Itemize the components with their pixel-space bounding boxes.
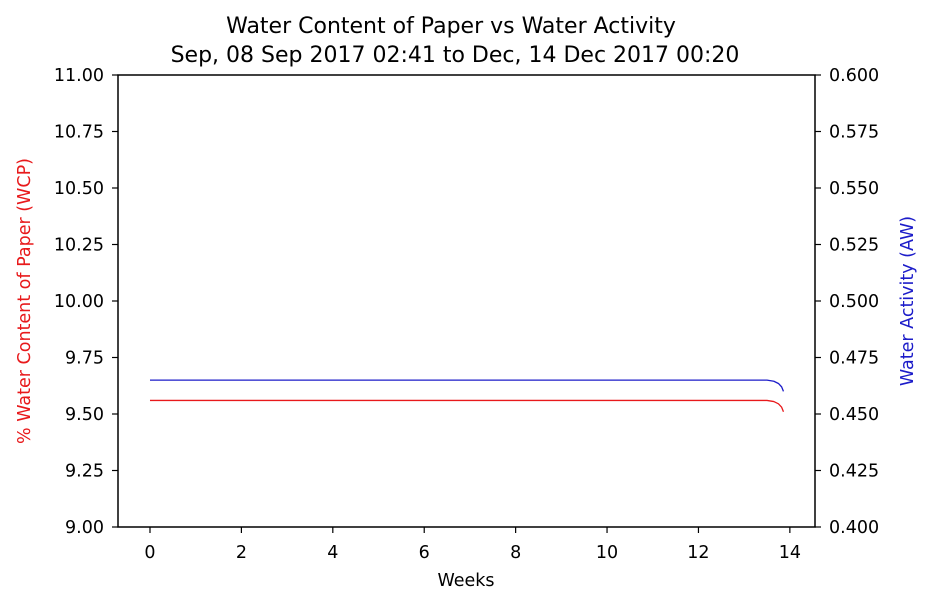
right-y-tick-label: 0.575 [829,123,879,143]
left-axis-ticks: 9.00 9.25 9.50 9.75 10.00 10.25 10.50 10.75 11.0… [54,66,118,538]
right-y-tick-label: 0.400 [829,518,879,538]
chart-title: Water Content of Paper vs Water Activity [226,14,676,39]
x-tick-label: 8 [510,543,521,563]
right-y-tick-label: 0.550 [829,179,879,199]
chart-subtitle: Sep, 08 Sep 2017 02:41 to Dec, 14 Dec 20… [171,43,740,68]
x-tick-label: 2 [236,543,247,563]
left-y-tick-label: 9.75 [65,349,104,369]
right-y-tick-label: 0.500 [829,292,879,312]
x-tick-label: 4 [327,543,338,563]
x-tick-label: 12 [687,543,709,563]
plot-frame [117,74,816,528]
right-y-tick-label: 0.600 [829,66,879,86]
right-y-tick-label: 0.525 [829,236,879,256]
left-y-tick-label: 10.00 [54,292,104,312]
plot-lines [149,379,785,412]
left-y-tick-label: 10.25 [54,236,104,256]
right-axis-ticks: 0.400 0.425 0.450 0.475 0.500 0.525 0.550 0.575… [815,66,879,538]
x-tick-label: 10 [596,543,618,563]
x-tick-label: 6 [419,543,430,563]
x-tick-label: 0 [144,543,155,563]
right-y-tick-label: 0.425 [829,462,879,482]
left-y-tick-label: 10.50 [54,179,104,199]
right-axis-label: Water Activity (AW) [898,216,918,386]
left-y-tick-label: 9.50 [65,405,104,425]
right-y-tick-label: 0.450 [829,405,879,425]
left-y-tick-label: 10.75 [54,123,104,143]
left-y-tick-label: 9.00 [65,518,104,538]
left-axis-label: % Water Content of Paper (WCP) [15,158,35,444]
right-y-tick-label: 0.475 [829,349,879,369]
left-y-tick-label: 9.25 [65,462,104,482]
left-y-tick-label: 11.00 [54,66,104,86]
x-axis-ticks: 0 2 4 6 8 10 12 14 [144,527,801,563]
x-tick-label: 14 [779,543,801,563]
water-activity-line [149,379,785,392]
water-content-line [149,399,785,412]
x-axis-label: Weeks [437,571,494,591]
